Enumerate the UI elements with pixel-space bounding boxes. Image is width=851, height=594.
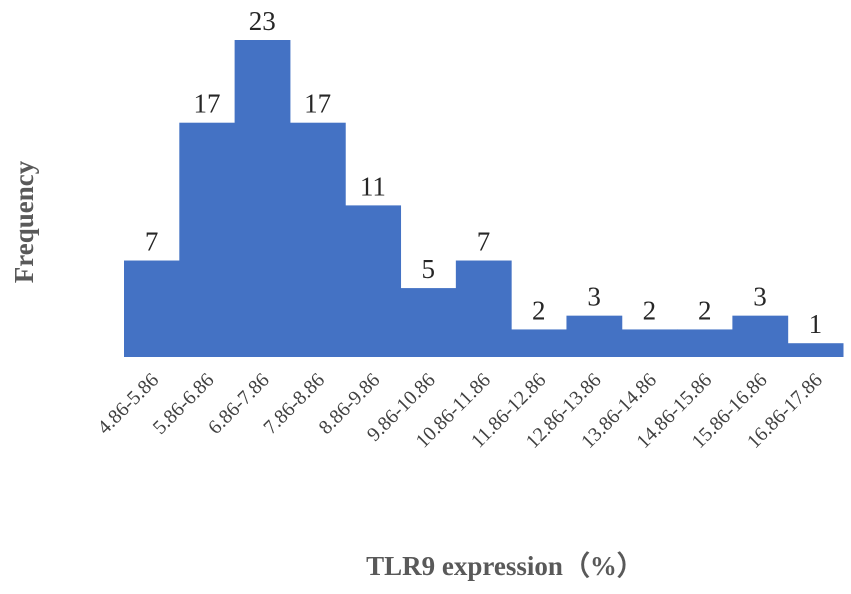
bar (400, 288, 457, 357)
bar (289, 122, 346, 358)
data-label: 2 (698, 295, 712, 325)
data-label: 3 (587, 282, 601, 312)
bar (455, 260, 512, 357)
bar (179, 122, 236, 358)
data-label: 3 (753, 282, 767, 312)
data-label: 23 (249, 6, 276, 36)
bar (732, 315, 789, 357)
bar (621, 329, 678, 357)
data-label: 17 (304, 89, 331, 119)
bar (124, 260, 180, 357)
data-label: 11 (360, 171, 386, 201)
data-label: 17 (193, 89, 220, 119)
data-label: 1 (809, 309, 823, 339)
bar (511, 329, 567, 357)
data-label: 7 (145, 227, 159, 257)
x-axis-title: TLR9 expression（%） (366, 551, 644, 581)
bar (677, 329, 733, 357)
bar (787, 343, 844, 357)
y-axis-title: Frequency (9, 160, 39, 283)
bar (566, 315, 623, 357)
data-label: 2 (643, 295, 657, 325)
data-label: 2 (532, 295, 546, 325)
bar (234, 40, 291, 357)
data-label: 7 (477, 227, 491, 257)
data-label: 5 (421, 254, 435, 284)
bar (345, 205, 402, 357)
